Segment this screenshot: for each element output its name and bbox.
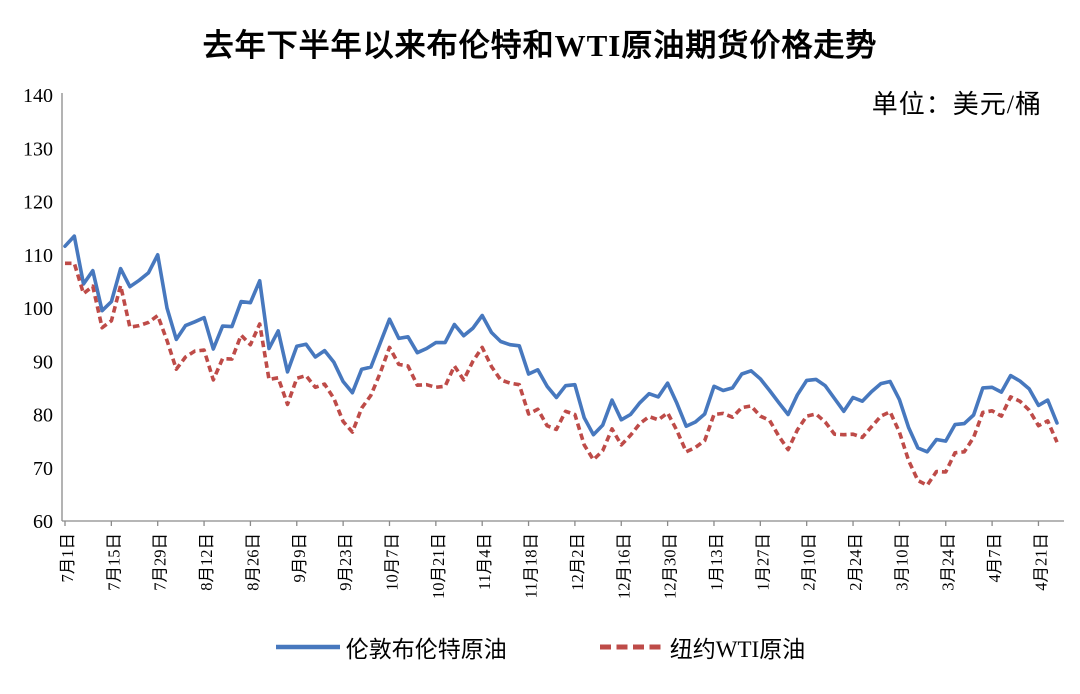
y-tick-labels: 60 70 80 90 100 110 120 130 140 (23, 85, 53, 533)
svg-text:70: 70 (33, 458, 53, 480)
svg-text:2月10日: 2月10日 (800, 533, 819, 591)
svg-text:11月18日: 11月18日 (522, 533, 541, 598)
brent-series-line (63, 234, 1059, 454)
svg-text:9月23日: 9月23日 (336, 533, 355, 591)
svg-text:3月24日: 3月24日 (939, 533, 958, 591)
svg-text:9月9日: 9月9日 (290, 533, 309, 583)
svg-text:120: 120 (23, 192, 53, 214)
svg-text:12月2日: 12月2日 (568, 533, 587, 591)
svg-text:140: 140 (23, 85, 53, 107)
svg-text:3月10日: 3月10日 (892, 533, 911, 591)
legend-item-brent: 伦敦布伦特原油 (275, 630, 507, 664)
svg-text:11月4日: 11月4日 (475, 533, 494, 590)
svg-text:8月12日: 8月12日 (197, 533, 216, 591)
x-tick-labels: 7月1日 7月15日 7月29日 8月12日 8月26日 9月9日 9月23日 10月7日 10… (58, 533, 1050, 599)
svg-text:8月26日: 8月26日 (243, 533, 262, 591)
svg-text:12月30日: 12月30日 (661, 533, 680, 599)
svg-text:2月24日: 2月24日 (846, 533, 865, 591)
svg-text:80: 80 (33, 405, 53, 427)
chart-title: 去年下半年以来布伦特和WTI原油期货价格走势 (202, 28, 878, 63)
svg-text:1月27日: 1月27日 (753, 533, 772, 591)
brent-line-sample (275, 644, 340, 650)
svg-text:100: 100 (23, 298, 53, 320)
legend-item-wti: 纽约WTI原油 (599, 630, 805, 664)
svg-text:10月7日: 10月7日 (382, 533, 401, 591)
x-tick-marks (64, 521, 1040, 526)
svg-text:4月7日: 4月7日 (985, 533, 1004, 583)
svg-text:60: 60 (33, 511, 53, 533)
wti-line-sample (599, 644, 664, 650)
svg-text:10月21日: 10月21日 (429, 533, 448, 599)
svg-text:12月16日: 12月16日 (614, 533, 633, 599)
chart-legend: 伦敦布伦特原油 纽约WTI原油 (0, 630, 1080, 664)
svg-text:90: 90 (33, 351, 53, 373)
price-line-chart: 7月1日 7月15日 7月29日 8月12日 8月26日 9月9日 9月23日 10月7日 10… (23, 85, 1064, 599)
svg-text:110: 110 (24, 245, 53, 267)
svg-text:7月1日: 7月1日 (58, 533, 77, 583)
wti-series-line (65, 261, 1059, 488)
svg-text:130: 130 (23, 138, 53, 160)
unit-label: 单位：美元/桶 (871, 90, 1042, 119)
legend-label-wti: 纽约WTI原油 (669, 637, 806, 662)
svg-text:1月13日: 1月13日 (707, 533, 726, 591)
legend-label-brent: 伦敦布伦特原油 (345, 637, 507, 662)
svg-text:7月15日: 7月15日 (104, 533, 123, 591)
svg-text:7月29日: 7月29日 (151, 533, 170, 591)
axes-group (61, 93, 1064, 522)
svg-text:4月21日: 4月21日 (1031, 533, 1050, 591)
